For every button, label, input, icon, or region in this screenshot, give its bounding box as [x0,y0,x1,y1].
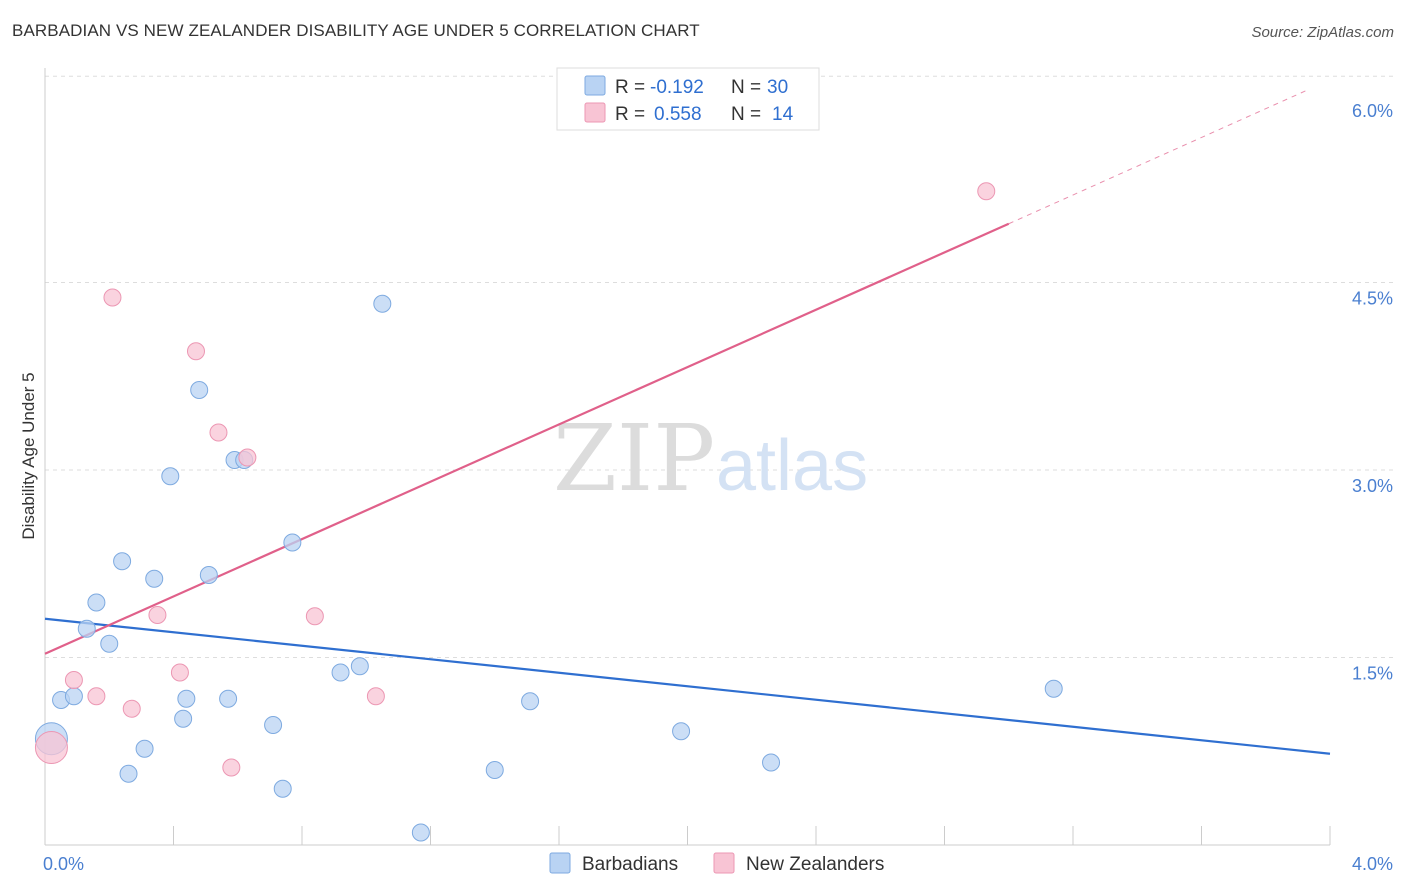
barbadians-point-15 [219,689,238,708]
barbadians-point-7 [119,764,138,783]
barbadians-point-21 [331,663,350,682]
legend-n-value-2: 14 [772,104,794,125]
y-tick-label-3: 6.0% [1352,101,1393,121]
barbadians-point-28 [762,753,781,772]
barbadians-point-20 [283,533,302,552]
tick-labels: 1.5% 3.0% 4.5% 6.0% 0.0% 4.0% [43,101,1393,874]
barbadians-point-11 [174,709,193,728]
barbadians-point-25 [485,761,504,779]
barbadians-point-23 [373,294,392,313]
barbadians-point-18 [264,716,283,734]
new-zealanders-point-0 [34,731,68,764]
barbadians-point-19 [273,779,292,798]
bottom-legend-label-new-zealanders: New Zealanders [746,854,884,875]
y-axis-title: Disability Age Under 5 [19,372,38,539]
new-zealanders-point-12 [366,687,385,706]
new-zealanders-point-9 [222,758,241,777]
barbadians-point-9 [145,569,164,588]
barbadians-point-27 [672,722,691,741]
new-zealanders-trend-extension [1008,89,1308,225]
barbadians-point-14 [199,566,218,584]
bottom-legend-swatch-barbadians [549,852,571,874]
new-zealanders-point-7 [186,342,205,361]
new-zealanders-point-4 [122,699,141,718]
new-zealanders-point-13 [977,182,996,201]
new-zealanders-point-6 [170,663,189,682]
legend-r-value-2: 0.558 [654,104,702,125]
y-tick-label-1: 3.0% [1352,476,1393,496]
new-zealanders-point-5 [148,606,167,624]
legend-swatch-barbadians [584,75,606,96]
chart-title: BARBADIAN VS NEW ZEALANDER DISABILITY AG… [12,21,700,40]
new-zealanders-point-1 [64,671,83,689]
watermark-atlas: atlas [716,426,868,506]
barbadians-point-13 [190,381,209,399]
new-zealanders-point-3 [103,288,122,307]
new-zealanders-point-8 [209,423,228,442]
y-tick-label-2: 4.5% [1352,289,1393,309]
watermark-zip: ZIP [553,405,715,512]
barbadians-trend-line [44,617,1331,755]
source-note: Source: ZipAtlas.com [1251,24,1394,41]
new-zealanders-point-11 [305,607,324,626]
legend-n-label-1: N = [731,77,761,98]
stats-legend: R = -0.192 N = 30 R = 0.558 N = 14 [556,67,820,131]
bottom-legend-swatch-new-zealanders [713,852,735,874]
gridlines [45,75,1395,658]
barbadians-point-24 [411,823,430,842]
barbadians-point-22 [350,657,369,676]
legend-n-value-1: 30 [767,77,788,98]
x-tick-label-1: 4.0% [1352,854,1393,874]
barbadians-point-4 [87,593,106,612]
barbadians-point-5 [100,634,119,653]
barbadians-point-12 [177,689,196,708]
axes [44,68,1331,846]
barbadians-point-2 [64,687,83,706]
barbadians-point-6 [113,552,132,571]
legend-r-label-1: R = [615,77,645,98]
new-zealanders-point-2 [87,687,106,706]
new-zealanders-point-10 [238,448,257,467]
legend-r-value-1: -0.192 [650,77,704,98]
legend-n-label-2: N = [731,104,761,125]
barbadians-point-26 [521,692,540,711]
x-tick-label-0: 0.0% [43,854,84,874]
series-legend: Barbadians New Zealanders [549,852,884,875]
legend-swatch-new-zealanders [584,102,606,123]
barbadians-point-29 [1044,679,1063,698]
data-points [34,182,1063,842]
barbadians-point-10 [161,467,180,486]
barbadians-point-3 [77,619,96,638]
barbadians-point-8 [135,739,154,758]
bottom-legend-label-barbadians: Barbadians [582,854,678,875]
legend-r-label-2: R = [615,104,645,125]
y-tick-label-0: 1.5% [1352,664,1393,684]
